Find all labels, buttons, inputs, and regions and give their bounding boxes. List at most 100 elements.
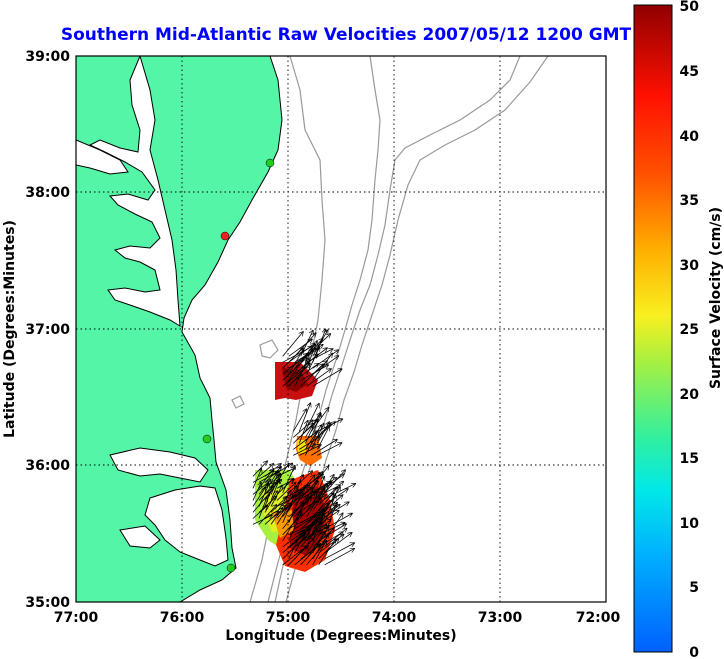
velocity-arrow	[294, 364, 319, 381]
albemarle-sound	[109, 447, 209, 483]
colorbar-label: Surface Velocity (cm/s)	[708, 207, 724, 389]
velocity-arrow	[324, 543, 355, 560]
velocity-arrow	[298, 421, 307, 444]
plot-area	[75, 55, 607, 603]
velocity-arrow	[312, 493, 334, 518]
velocity-arrow	[294, 359, 309, 387]
velocity-arrow	[311, 440, 337, 456]
y-tick-label: 37:00	[25, 322, 70, 338]
x-tick-label: 74:00	[372, 610, 417, 626]
colorbar-tick-label: 10	[680, 516, 700, 532]
y-tick-label: 36:00	[25, 458, 70, 474]
velocity-arrow	[252, 506, 267, 519]
chesapeake-bay	[88, 56, 181, 327]
colorbar-tick-label: 40	[680, 129, 700, 145]
y-tick-label: 39:00	[25, 49, 70, 65]
velocity-arrow	[282, 502, 304, 530]
velocity-arrow	[276, 507, 288, 525]
velocity-arrow	[264, 512, 279, 525]
colorbar-tick-label: 20	[680, 387, 700, 403]
velocity-arrow	[288, 545, 308, 566]
plot-frame	[75, 55, 607, 603]
x-axis-label: Longitude (Degrees:Minutes)	[225, 628, 456, 644]
velocity-arrow	[312, 369, 342, 387]
water-bodies	[76, 56, 229, 567]
x-tick-label: 76:00	[160, 610, 205, 626]
colorbar-tick-label: 50	[680, 0, 700, 15]
velocity-arrow	[282, 546, 307, 566]
x-tick-label: 75:00	[266, 610, 311, 626]
velocity-arrow	[282, 495, 295, 523]
velocity-arrow	[299, 445, 321, 456]
y-tick-label: 35:00	[25, 595, 70, 611]
velocity-arrow	[304, 404, 319, 432]
velocity-arrow	[306, 518, 319, 547]
velocity-arrow	[288, 349, 304, 375]
x-tick-label: 77:00	[54, 610, 99, 626]
velocity-arrow	[293, 444, 315, 456]
velocity-arrow	[312, 541, 327, 565]
velocity-arrow	[270, 508, 283, 525]
velocity-arrow	[324, 470, 346, 494]
station-marker	[220, 231, 230, 241]
velocity-arrow	[300, 523, 322, 548]
grid-lines	[76, 56, 606, 602]
colorbar-tick-label: 45	[680, 64, 699, 80]
pamlico-sound	[144, 485, 229, 567]
colorbar-tick-label: 25	[680, 322, 699, 338]
velocity-arrow	[306, 525, 327, 554]
velocity-arrow	[282, 332, 303, 357]
velocity-arrow	[304, 431, 318, 456]
colorbar-scale	[633, 4, 673, 653]
velocity-arrow	[300, 364, 323, 387]
velocity-arrow	[317, 443, 341, 456]
velocity-arrow	[270, 497, 287, 513]
velocity-arrow	[252, 483, 261, 501]
velocity-arrow	[288, 512, 302, 541]
y-axis-label: Latitude (Degrees:Minutes)	[2, 220, 18, 438]
velocity-arrow	[288, 529, 311, 548]
velocity-arrow	[288, 531, 303, 559]
x-axis: 77:00 76:00 75:00 74:00 73:00 72:00 Long…	[54, 610, 621, 644]
x-tick-label: 73:00	[478, 610, 523, 626]
velocity-arrow	[276, 483, 296, 501]
velocity-arrow	[282, 358, 307, 381]
station-marker	[202, 434, 212, 444]
velocity-arrow	[306, 488, 325, 518]
velocity-arrow	[310, 414, 321, 438]
colorbar-tick-label: 30	[680, 258, 700, 274]
river-mouth-south	[119, 525, 161, 549]
velocity-vectors	[252, 329, 355, 566]
velocity-arrow	[282, 466, 295, 493]
velocity-arrow	[282, 487, 298, 512]
contour-blob	[259, 339, 279, 359]
velocity-arrow	[252, 492, 270, 513]
velocity-arrow	[288, 363, 310, 387]
colorbar: 50 45 40 35 30 25 20 15 10 5 0 Surface V…	[633, 0, 724, 659]
velocity-arrow	[306, 347, 320, 375]
velocity-arrow	[300, 498, 322, 518]
velocity-arrow	[318, 539, 336, 566]
velocity-arrow	[324, 549, 354, 566]
station-marker	[265, 158, 275, 168]
stations	[202, 158, 275, 573]
upper-bay-inlet	[76, 139, 129, 175]
station-marker	[226, 563, 236, 573]
patch-middle-yellow	[297, 440, 306, 454]
velocity-arrow	[298, 403, 310, 432]
y-axis: 39:00 38:00 37:00 36:00 35:00 Latitude (…	[2, 49, 70, 611]
colorbar-tick-label: 0	[689, 645, 699, 659]
velocity-arrow	[293, 431, 317, 450]
contour-blob-2	[231, 395, 245, 409]
velocity-arrow	[258, 505, 277, 525]
velocity-arrow	[288, 514, 317, 530]
velocity-arrow	[258, 464, 273, 477]
colorbar-tick-label: 5	[689, 580, 699, 596]
velocity-arrow	[258, 498, 267, 519]
velocity-arrow	[304, 425, 321, 450]
velocity-arrow	[318, 534, 344, 554]
velocity-arrow	[252, 469, 261, 489]
y-tick-label: 38:00	[25, 185, 70, 201]
x-tick-label: 72:00	[576, 610, 621, 626]
